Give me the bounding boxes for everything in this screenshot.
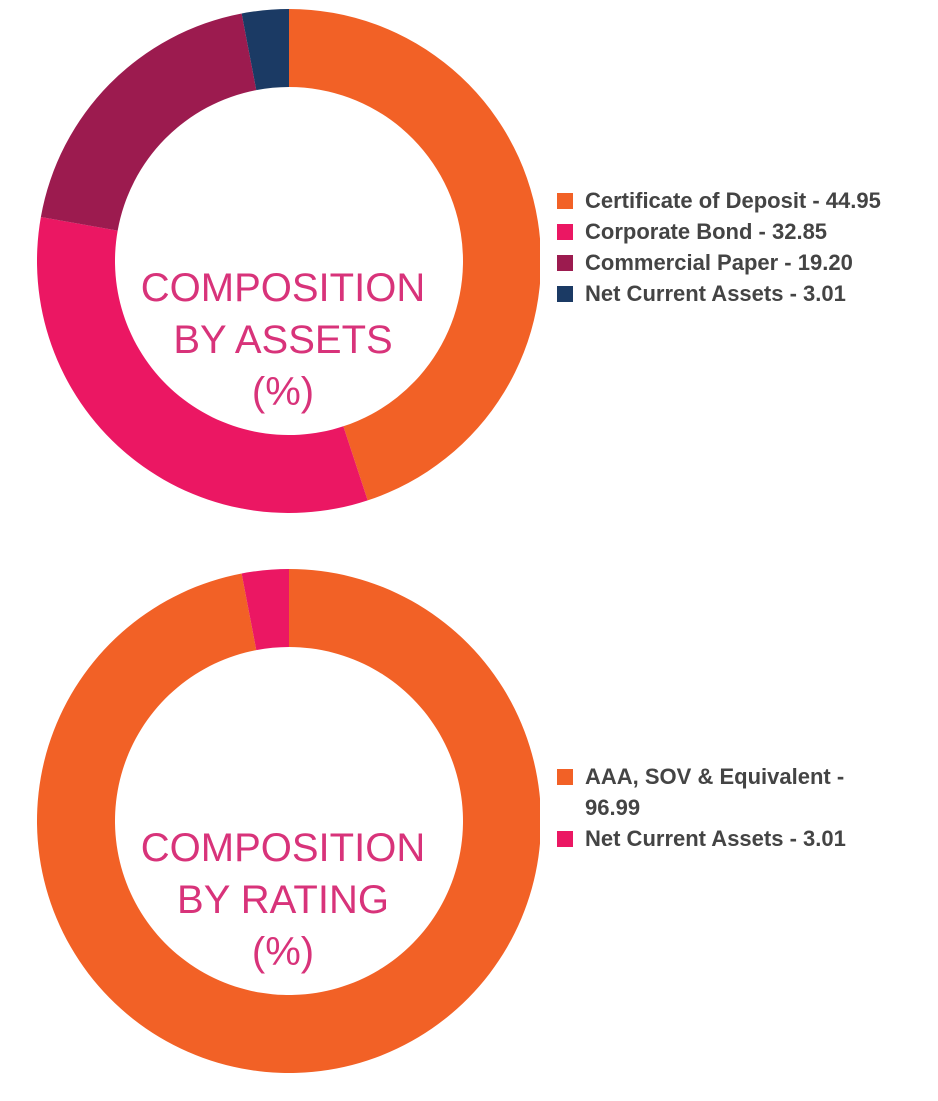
rating-legend: AAA, SOV & Equivalent - 96.99 Net Curren…: [557, 761, 885, 854]
legend-swatch: [557, 193, 573, 209]
legend-item-commercial-paper: Commercial Paper - 19.20: [557, 247, 881, 278]
assets-center-label: COMPOSITION BY ASSETS (%): [133, 262, 433, 418]
legend-swatch: [557, 286, 573, 302]
donut-slice-1-0: [37, 569, 540, 1073]
rating-center-line-2: BY RATING: [177, 878, 389, 922]
assets-composition-chart: COMPOSITION BY ASSETS (%) Certificate of…: [0, 0, 938, 540]
assets-center-line-1: COMPOSITION: [140, 266, 426, 310]
legend-label: Net Current Assets - 3.01: [585, 281, 846, 306]
legend-label: AAA, SOV & Equivalent - 96.99: [585, 764, 845, 820]
rating-center-line-3: (%): [251, 930, 315, 974]
legend-label: Certificate of Deposit - 44.95: [585, 188, 881, 213]
legend-swatch: [557, 224, 573, 240]
donut-slice-0-1: [37, 217, 368, 513]
assets-center-line-3: (%): [251, 370, 315, 414]
legend-label: Corporate Bond - 32.85: [585, 219, 828, 244]
legend-item-corporate-bond: Corporate Bond - 32.85: [557, 216, 881, 247]
legend-item-certificate-of-deposit: Certificate of Deposit - 44.95: [557, 185, 881, 216]
donut-slice-1-1: [241, 569, 289, 651]
rating-composition-chart: COMPOSITION BY RATING (%) AAA, SOV & Equ…: [0, 560, 938, 1101]
assets-legend: Certificate of Deposit - 44.95 Corporate…: [557, 185, 881, 309]
donut-slice-0-0: [289, 9, 540, 501]
legend-item-net-current-assets-rating: Net Current Assets - 3.01: [557, 823, 885, 854]
legend-swatch: [557, 255, 573, 271]
legend-label: Net Current Assets - 3.01: [585, 826, 846, 851]
legend-label: Commercial Paper - 19.20: [585, 250, 853, 275]
rating-center-label: COMPOSITION BY RATING (%): [133, 822, 433, 978]
legend-item-net-current-assets: Net Current Assets - 3.01: [557, 278, 881, 309]
legend-swatch: [557, 769, 573, 785]
legend-item-aaa-sov-equivalent: AAA, SOV & Equivalent - 96.99: [557, 761, 885, 823]
donut-slice-0-3: [241, 9, 289, 91]
rating-center-line-1: COMPOSITION: [140, 826, 426, 870]
legend-swatch: [557, 831, 573, 847]
rating-donut: [37, 569, 540, 1073]
assets-center-line-2: BY ASSETS: [173, 318, 393, 362]
assets-donut: [37, 9, 540, 513]
donut-slice-0-2: [40, 13, 257, 231]
